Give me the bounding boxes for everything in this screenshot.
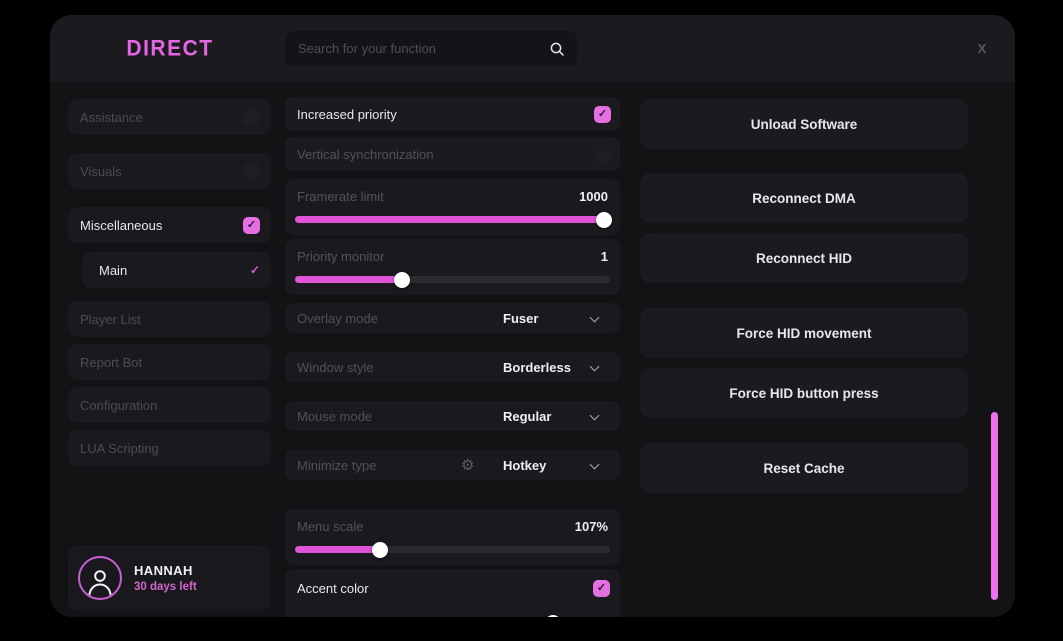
slider-fill xyxy=(295,216,604,223)
sidebar-item-label: Player List xyxy=(80,311,141,327)
user-info: HANNAH 30 days left xyxy=(134,563,197,593)
setting-minimize-type[interactable]: Minimize type ⚙ Hotkey xyxy=(285,450,620,480)
search-input[interactable] xyxy=(285,41,549,56)
setting-label: Priority monitor xyxy=(297,249,385,264)
setting-mouse-mode[interactable]: Mouse mode Regular xyxy=(285,401,620,431)
slider-thumb[interactable] xyxy=(372,541,389,558)
menu-scale-slider[interactable] xyxy=(295,541,610,558)
check-icon: ✓ xyxy=(246,218,257,231)
search-icon xyxy=(550,42,564,56)
setting-label: Mouse mode xyxy=(297,408,373,424)
setting-label: Vertical synchronization xyxy=(297,146,434,162)
sidebar-item-label: Assistance xyxy=(80,109,143,125)
search-box[interactable] xyxy=(285,31,577,66)
scrollbar-thumb[interactable] xyxy=(991,412,998,600)
slider-fill xyxy=(295,546,381,553)
dropdown-value[interactable]: Hotkey xyxy=(503,457,547,473)
miscellaneous-checkbox[interactable]: ✓ xyxy=(243,216,260,234)
app-logo: DIRECT xyxy=(126,35,214,61)
sidebar-item-lua-scripting[interactable]: LUA Scripting xyxy=(68,430,271,466)
user-card: HANNAH 30 days left xyxy=(68,545,271,611)
setting-framerate-limit: Framerate limit 1000 xyxy=(285,179,620,235)
sidebar-item-report-bot[interactable]: Report Bot xyxy=(68,344,271,380)
reconnect-dma-button[interactable]: Reconnect DMA xyxy=(640,173,968,223)
setting-label: Minimize type xyxy=(297,457,377,473)
setting-label: Increased priority xyxy=(297,106,397,122)
setting-priority-monitor: Priority monitor 1 xyxy=(285,239,620,295)
setting-value: 1000 xyxy=(579,189,608,204)
reconnect-hid-button[interactable]: Reconnect HID xyxy=(640,233,968,283)
visuals-checkbox[interactable] xyxy=(243,162,260,180)
setting-overlay-mode[interactable]: Overlay mode Fuser xyxy=(285,303,620,333)
sidebar-item-configuration[interactable]: Configuration xyxy=(68,387,271,423)
slider-fill xyxy=(295,276,403,283)
actions-column: Unload Software Reconnect DMA Reconnect … xyxy=(640,99,968,493)
force-hid-movement-button[interactable]: Force HID movement xyxy=(640,308,968,358)
slider-thumb[interactable] xyxy=(545,615,562,617)
sidebar-item-label: Configuration xyxy=(80,397,158,413)
user-name: HANNAH xyxy=(134,563,193,578)
slider-thumb[interactable] xyxy=(595,211,612,228)
assistance-checkbox[interactable] xyxy=(243,108,260,126)
setting-value: 1 xyxy=(600,249,608,264)
sidebar-item-player-list[interactable]: Player List xyxy=(68,301,271,337)
dropdown-value[interactable]: Regular xyxy=(503,408,552,424)
slider-thumb[interactable] xyxy=(394,271,411,288)
check-icon: ✓ xyxy=(249,263,260,277)
sidebar-item-visuals[interactable]: Visuals xyxy=(68,153,271,189)
person-icon xyxy=(88,570,112,596)
gear-icon[interactable]: ⚙ xyxy=(461,456,475,474)
setting-label: Accent color xyxy=(297,580,369,596)
avatar xyxy=(78,556,122,600)
close-button[interactable]: X xyxy=(977,41,987,56)
chevron-down-icon[interactable] xyxy=(591,363,599,371)
dropdown-value[interactable]: Fuser xyxy=(503,310,539,326)
setting-label: Overlay mode xyxy=(297,310,378,326)
sidebar-item-label: Visuals xyxy=(80,163,122,179)
accent-color-checkbox[interactable]: ✓ xyxy=(593,579,610,597)
unload-software-button[interactable]: Unload Software xyxy=(640,99,968,149)
priority-monitor-slider[interactable] xyxy=(295,271,610,288)
force-hid-button-press-button[interactable]: Force HID button press xyxy=(640,368,968,418)
top-bar: DIRECT X xyxy=(50,15,1015,82)
framerate-limit-slider[interactable] xyxy=(295,211,612,228)
settings-column: Increased priority ✓ Vertical synchroniz… xyxy=(285,97,620,617)
sidebar-item-label: Report Bot xyxy=(80,354,143,370)
subscription-days-left: 30 days left xyxy=(134,581,197,593)
setting-menu-scale: Menu scale 107% xyxy=(285,509,620,565)
setting-accent-color: Accent color ✓ xyxy=(285,569,620,617)
check-icon: ✓ xyxy=(596,581,607,594)
increased-priority-checkbox[interactable]: ✓ xyxy=(594,105,611,123)
setting-label: Window style xyxy=(297,359,374,375)
setting-increased-priority: Increased priority ✓ xyxy=(285,97,620,131)
chevron-down-icon[interactable] xyxy=(591,412,599,420)
setting-label: Framerate limit xyxy=(297,189,384,204)
setting-label: Menu scale xyxy=(297,519,364,534)
sidebar-item-assistance[interactable]: Assistance xyxy=(68,99,271,135)
sidebar-item-miscellaneous[interactable]: Miscellaneous ✓ xyxy=(68,207,271,243)
sidebar: Assistance Visuals Miscellaneous ✓ Main … xyxy=(68,99,271,466)
check-icon: ✓ xyxy=(597,107,608,120)
chevron-down-icon[interactable] xyxy=(591,314,599,322)
sidebar-item-label: Main xyxy=(99,262,128,278)
setting-vertical-synchronization: Vertical synchronization xyxy=(285,137,620,171)
chevron-down-icon[interactable] xyxy=(591,461,599,469)
sidebar-item-label: Miscellaneous xyxy=(80,217,163,233)
vertical-sync-checkbox[interactable] xyxy=(594,145,611,163)
sidebar-item-label: LUA Scripting xyxy=(80,440,159,456)
reset-cache-button[interactable]: Reset Cache xyxy=(640,443,968,493)
app-window: DIRECT X Assistance Visuals Miscellaneou… xyxy=(50,15,1015,617)
dropdown-value[interactable]: Borderless xyxy=(503,359,571,375)
setting-value: 107% xyxy=(574,519,608,534)
setting-window-style[interactable]: Window style Borderless xyxy=(285,352,620,382)
sidebar-item-main[interactable]: Main ✓ xyxy=(82,252,271,288)
